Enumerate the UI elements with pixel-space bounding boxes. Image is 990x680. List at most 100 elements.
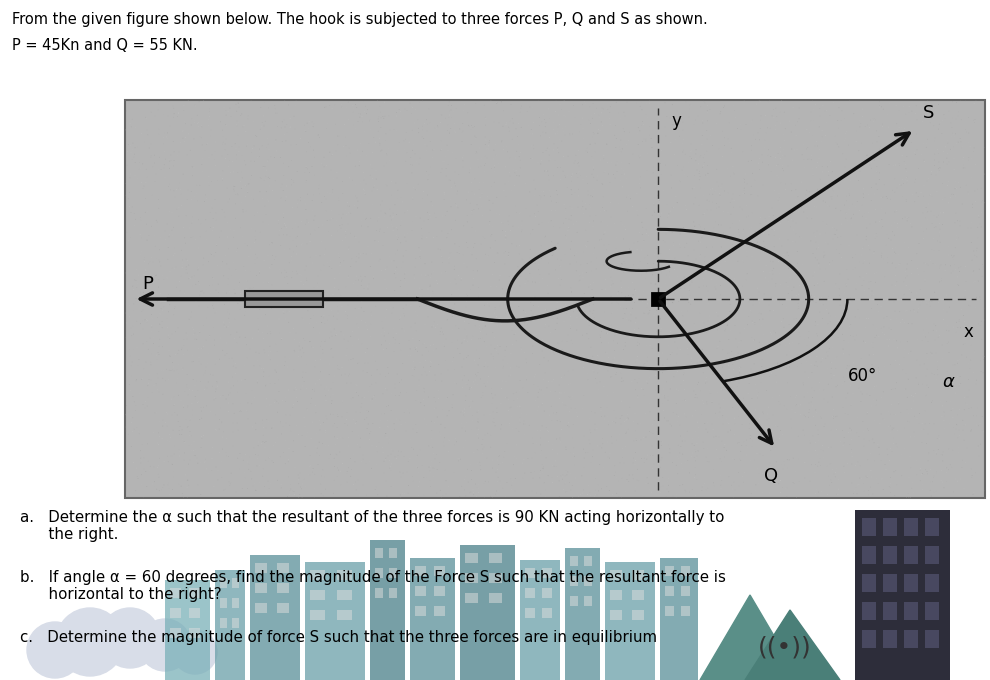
Point: [197, 367, 213, 378]
Point: [459, 331, 475, 342]
Point: [372, 254, 388, 265]
Point: [444, 401, 459, 411]
Point: [380, 328, 396, 339]
Point: [244, 385, 259, 396]
Point: [675, 117, 691, 128]
Point: [827, 135, 842, 146]
Point: [962, 438, 978, 449]
Point: [653, 105, 669, 116]
Point: [879, 229, 895, 240]
Point: [386, 355, 402, 366]
Point: [262, 378, 278, 389]
Point: [808, 437, 824, 447]
Point: [358, 179, 374, 190]
Point: [205, 301, 221, 311]
Point: [687, 477, 703, 488]
Point: [297, 265, 313, 275]
Point: [531, 301, 546, 312]
Point: [610, 199, 626, 209]
Point: [807, 201, 823, 212]
Point: [919, 139, 935, 150]
Point: [453, 373, 469, 384]
Point: [167, 119, 183, 130]
Point: [738, 96, 753, 107]
Point: [215, 443, 231, 454]
Point: [264, 185, 280, 196]
Point: [429, 360, 445, 371]
Point: [665, 490, 681, 501]
Point: [374, 443, 390, 454]
Point: [321, 294, 337, 305]
Point: [633, 150, 648, 160]
Point: [811, 487, 827, 498]
Point: [947, 388, 963, 398]
Point: [743, 116, 759, 127]
Point: [776, 165, 792, 176]
Point: [204, 453, 220, 464]
Point: [170, 368, 186, 379]
Point: [737, 183, 752, 194]
Point: [305, 466, 321, 477]
Point: [899, 177, 915, 188]
Point: [702, 255, 718, 266]
Point: [498, 141, 514, 152]
Point: [167, 192, 183, 203]
Point: [597, 413, 613, 424]
Point: [508, 124, 524, 135]
Point: [931, 329, 946, 340]
Point: [682, 279, 698, 290]
Point: [133, 163, 148, 174]
Point: [940, 244, 956, 255]
Point: [741, 296, 756, 307]
Point: [235, 182, 250, 192]
Point: [564, 480, 580, 491]
Point: [957, 96, 973, 107]
Point: [268, 289, 284, 300]
Point: [650, 160, 666, 171]
Point: [532, 359, 547, 370]
Point: [266, 421, 282, 432]
Point: [516, 415, 532, 426]
Point: [853, 386, 869, 397]
Point: [467, 369, 483, 379]
Point: [455, 220, 471, 231]
Point: [186, 117, 202, 128]
Point: [216, 320, 232, 330]
Point: [688, 389, 704, 400]
Point: [507, 274, 523, 285]
Point: [422, 212, 438, 223]
Point: [490, 248, 506, 259]
Bar: [862, 546, 876, 564]
Point: [393, 446, 409, 457]
Point: [280, 278, 296, 289]
Point: [571, 388, 587, 399]
Point: [450, 453, 466, 464]
Point: [454, 337, 470, 347]
Point: [725, 454, 741, 464]
Point: [347, 418, 363, 429]
Point: [576, 209, 592, 220]
Point: [676, 367, 692, 378]
Point: [368, 441, 384, 452]
Point: [935, 102, 950, 113]
Point: [726, 169, 742, 180]
Point: [565, 419, 581, 430]
Point: [544, 376, 560, 387]
Point: [914, 296, 930, 307]
Point: [828, 353, 843, 364]
Point: [119, 226, 135, 237]
Point: [598, 205, 614, 216]
Point: [371, 226, 387, 237]
Point: [746, 317, 762, 328]
Point: [144, 152, 159, 163]
Point: [573, 204, 589, 215]
Point: [544, 444, 560, 455]
Point: [397, 207, 413, 218]
Point: [293, 276, 309, 287]
Point: [754, 338, 770, 349]
Point: [457, 426, 473, 437]
Point: [465, 122, 481, 133]
Point: [352, 109, 368, 120]
Point: [513, 103, 529, 114]
Point: [466, 447, 482, 458]
